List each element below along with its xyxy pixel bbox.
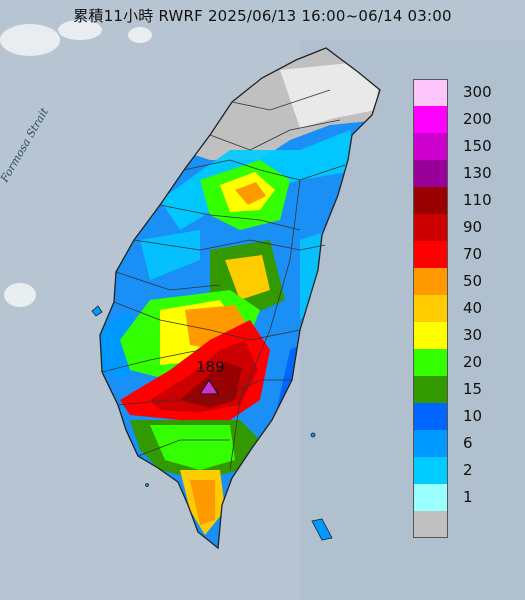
legend-swatch [413,403,448,430]
legend-swatch [413,430,448,457]
legend-label: 10 [463,407,483,425]
county-boundaries [101,89,346,471]
legend-label: 2 [463,461,473,479]
legend-label: 110 [463,191,492,209]
offshore-islands [91,305,333,541]
legend-swatch [413,241,448,268]
legend-swatch [413,511,448,538]
legend-swatch [413,187,448,214]
peak-triangle-icon [199,379,219,395]
legend-label: 15 [463,380,483,398]
legend-swatch [413,214,448,241]
legend-swatch [413,484,448,511]
island-outline [99,47,381,550]
legend-swatch [413,376,448,403]
legend-label: 20 [463,353,483,371]
legend-label: 130 [463,164,492,182]
legend-swatch [413,160,448,187]
cloud-patches [0,20,152,307]
legend-label: 300 [463,83,492,101]
legend-label: 1 [463,488,473,506]
legend-swatch [413,106,448,133]
legend-label: 70 [463,245,483,263]
peak-value-label: 189 [196,358,225,376]
legend-label: 50 [463,272,483,290]
legend-label: 200 [463,110,492,128]
legend-label: 150 [463,137,492,155]
legend-label: 6 [463,434,473,452]
legend-swatch [413,133,448,160]
legend-label: 90 [463,218,483,236]
legend-color-bar [413,79,448,538]
map-title: 累積11小時 RWRF 2025/06/13 16:00~06/14 03:00 [73,7,452,25]
legend-swatch [413,457,448,484]
legend-swatch [413,322,448,349]
legend-swatch [413,268,448,295]
legend-swatch [413,295,448,322]
legend-swatch [413,79,448,106]
legend-label: 40 [463,299,483,317]
legend-swatch [413,349,448,376]
legend-label: 30 [463,326,483,344]
